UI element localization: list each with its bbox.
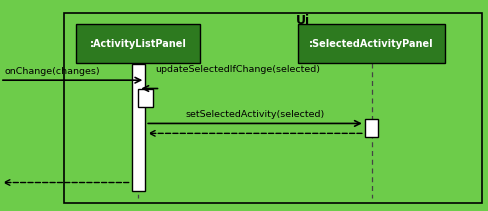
Bar <box>364 119 378 137</box>
Text: updateSelectedIfChange(selected): updateSelectedIfChange(selected) <box>155 65 320 74</box>
Text: onChange(changes): onChange(changes) <box>5 66 101 76</box>
Bar <box>298 24 444 63</box>
Bar <box>138 89 153 107</box>
Text: Ui: Ui <box>296 14 309 27</box>
Text: setSelectedActivity(selected): setSelectedActivity(selected) <box>185 110 324 119</box>
Bar <box>63 13 481 203</box>
Text: :ActivityListPanel: :ActivityListPanel <box>89 39 186 49</box>
Text: :SelectedActivityPanel: :SelectedActivityPanel <box>309 39 433 49</box>
Bar <box>76 24 200 63</box>
Bar <box>131 64 145 191</box>
